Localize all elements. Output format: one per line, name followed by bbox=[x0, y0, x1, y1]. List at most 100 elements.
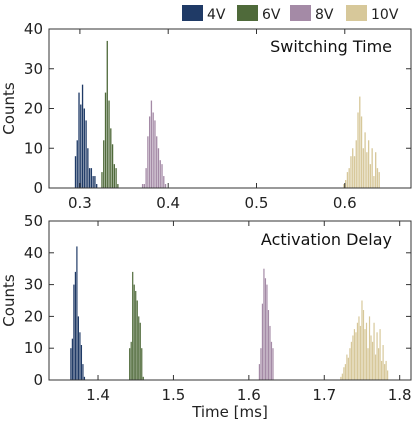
bar bbox=[78, 92, 80, 188]
y-tick-label: 30 bbox=[24, 276, 43, 294]
bar bbox=[371, 341, 374, 380]
bar bbox=[350, 341, 353, 380]
y-axis-label: Counts bbox=[0, 82, 18, 135]
bar bbox=[108, 100, 110, 188]
bar bbox=[348, 168, 350, 189]
bar bbox=[370, 335, 372, 380]
bar bbox=[161, 164, 163, 188]
bar bbox=[364, 329, 366, 380]
bar bbox=[349, 348, 351, 380]
bar bbox=[117, 184, 119, 188]
bar bbox=[358, 316, 360, 380]
bar bbox=[374, 354, 377, 380]
y-tick-label: 30 bbox=[24, 60, 43, 78]
bar bbox=[145, 168, 147, 189]
x-tick-label: 1.4 bbox=[86, 386, 110, 404]
bar bbox=[267, 310, 270, 380]
y-tick-label: 20 bbox=[24, 100, 43, 118]
bar bbox=[80, 345, 83, 380]
bar bbox=[352, 335, 354, 380]
legend-item: 6V bbox=[237, 5, 281, 23]
y-tick-label: 40 bbox=[24, 244, 43, 262]
bar bbox=[355, 332, 357, 380]
bar bbox=[92, 176, 94, 188]
bar bbox=[159, 160, 161, 188]
bar bbox=[148, 116, 151, 188]
bar bbox=[82, 364, 84, 380]
bar bbox=[150, 100, 153, 188]
bar bbox=[88, 168, 91, 189]
bar bbox=[341, 373, 343, 380]
legend-swatch bbox=[237, 5, 258, 21]
legend-swatch bbox=[182, 5, 203, 21]
bar bbox=[77, 316, 80, 380]
x-tick-label: 1.8 bbox=[388, 386, 412, 404]
bar bbox=[83, 376, 86, 380]
bar bbox=[156, 136, 158, 188]
bar bbox=[345, 180, 347, 188]
bar bbox=[387, 370, 389, 380]
panel-title: Switching Time bbox=[270, 37, 392, 56]
bar bbox=[375, 152, 377, 188]
bar bbox=[133, 284, 135, 380]
bar bbox=[110, 128, 112, 189]
y-tick-label: 20 bbox=[24, 307, 43, 325]
bar bbox=[364, 132, 366, 188]
bar bbox=[263, 268, 265, 380]
x-tick-label: 0.5 bbox=[245, 194, 269, 212]
bar bbox=[70, 348, 72, 380]
bar bbox=[260, 348, 262, 380]
bar bbox=[360, 116, 363, 188]
y-tick-label: 10 bbox=[24, 339, 43, 357]
bar bbox=[359, 325, 362, 380]
bar bbox=[376, 332, 378, 380]
bar bbox=[87, 148, 89, 188]
bar bbox=[362, 148, 364, 188]
bar bbox=[344, 364, 346, 380]
bar bbox=[367, 348, 369, 380]
series-10v bbox=[343, 96, 380, 189]
bar bbox=[377, 348, 380, 380]
bar bbox=[143, 184, 146, 188]
bar bbox=[94, 176, 96, 188]
bar bbox=[164, 184, 167, 188]
bar bbox=[85, 120, 87, 188]
bar bbox=[96, 184, 98, 188]
bar bbox=[104, 92, 107, 188]
legend-label: 4V bbox=[207, 7, 226, 23]
bar bbox=[113, 164, 115, 188]
bar bbox=[83, 108, 85, 188]
bar bbox=[157, 148, 160, 188]
bar bbox=[385, 360, 387, 380]
bar bbox=[130, 341, 132, 380]
bar bbox=[81, 84, 84, 188]
x-tick-label: 1.7 bbox=[312, 386, 336, 404]
bar bbox=[79, 332, 81, 380]
bar bbox=[270, 341, 273, 380]
bar bbox=[115, 168, 117, 189]
bar bbox=[106, 40, 108, 188]
bar bbox=[111, 144, 114, 188]
series-8v bbox=[258, 268, 274, 380]
series-10v bbox=[340, 300, 389, 380]
legend-item: 4V bbox=[182, 5, 226, 23]
bar bbox=[356, 322, 359, 380]
bar bbox=[353, 156, 356, 188]
legend-label: 10V bbox=[371, 7, 399, 23]
bar bbox=[366, 152, 368, 188]
bar bbox=[343, 367, 345, 380]
x-tick-label: 0.4 bbox=[156, 194, 180, 212]
bar bbox=[353, 329, 356, 380]
bar bbox=[359, 96, 361, 188]
bar bbox=[141, 348, 143, 380]
x-axis-label: Time [ms] bbox=[191, 403, 268, 421]
bar bbox=[90, 168, 93, 189]
series-6v bbox=[101, 40, 119, 189]
bar bbox=[139, 322, 141, 380]
series-4v bbox=[70, 246, 86, 380]
bar bbox=[373, 322, 375, 380]
bar bbox=[80, 104, 82, 188]
bar bbox=[261, 303, 264, 380]
plot-frame bbox=[48, 220, 412, 381]
